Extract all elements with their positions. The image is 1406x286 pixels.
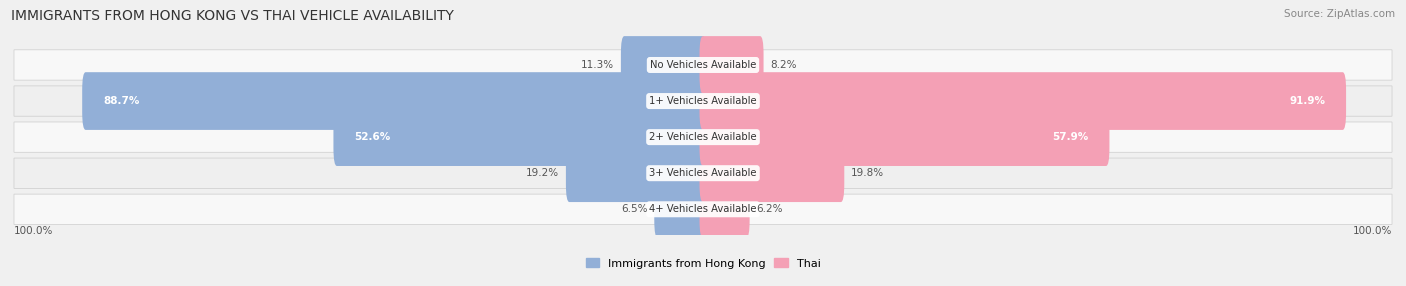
FancyBboxPatch shape: [700, 108, 1109, 166]
Legend: Immigrants from Hong Kong, Thai: Immigrants from Hong Kong, Thai: [581, 254, 825, 273]
FancyBboxPatch shape: [565, 144, 706, 202]
FancyBboxPatch shape: [82, 72, 706, 130]
FancyBboxPatch shape: [14, 194, 1392, 225]
Text: 1+ Vehicles Available: 1+ Vehicles Available: [650, 96, 756, 106]
Text: 91.9%: 91.9%: [1289, 96, 1326, 106]
FancyBboxPatch shape: [700, 72, 1346, 130]
FancyBboxPatch shape: [14, 122, 1392, 152]
Text: 2+ Vehicles Available: 2+ Vehicles Available: [650, 132, 756, 142]
Text: 11.3%: 11.3%: [581, 60, 614, 70]
FancyBboxPatch shape: [14, 86, 1392, 116]
FancyBboxPatch shape: [654, 180, 706, 238]
FancyBboxPatch shape: [333, 108, 706, 166]
Text: 100.0%: 100.0%: [14, 226, 53, 236]
FancyBboxPatch shape: [621, 36, 706, 94]
FancyBboxPatch shape: [700, 36, 763, 94]
Text: 6.2%: 6.2%: [756, 204, 783, 214]
Text: IMMIGRANTS FROM HONG KONG VS THAI VEHICLE AVAILABILITY: IMMIGRANTS FROM HONG KONG VS THAI VEHICL…: [11, 9, 454, 23]
Text: No Vehicles Available: No Vehicles Available: [650, 60, 756, 70]
Text: 19.2%: 19.2%: [526, 168, 560, 178]
Text: 4+ Vehicles Available: 4+ Vehicles Available: [650, 204, 756, 214]
Text: 8.2%: 8.2%: [770, 60, 797, 70]
Text: 52.6%: 52.6%: [354, 132, 391, 142]
Text: 88.7%: 88.7%: [103, 96, 139, 106]
Text: Source: ZipAtlas.com: Source: ZipAtlas.com: [1284, 9, 1395, 19]
FancyBboxPatch shape: [700, 144, 844, 202]
Text: 100.0%: 100.0%: [1353, 226, 1392, 236]
Text: 6.5%: 6.5%: [621, 204, 647, 214]
Text: 57.9%: 57.9%: [1052, 132, 1088, 142]
FancyBboxPatch shape: [14, 50, 1392, 80]
Text: 19.8%: 19.8%: [851, 168, 884, 178]
FancyBboxPatch shape: [700, 180, 749, 238]
Text: 3+ Vehicles Available: 3+ Vehicles Available: [650, 168, 756, 178]
FancyBboxPatch shape: [14, 158, 1392, 188]
